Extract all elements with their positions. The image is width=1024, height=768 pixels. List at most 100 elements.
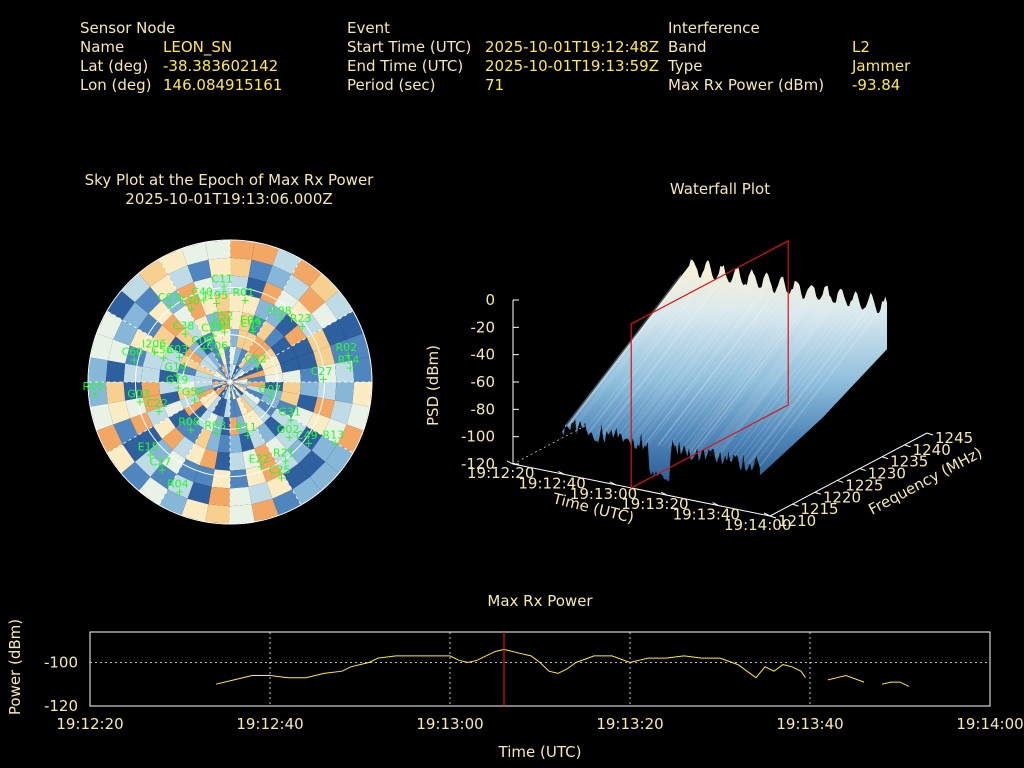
- sky-cell: [230, 416, 240, 436]
- wf-surface-streak: [621, 286, 739, 439]
- sky-cell: [183, 347, 203, 365]
- sky-sat-label: R23: [290, 312, 312, 325]
- sky-cell: [283, 274, 310, 301]
- sky-cell: [121, 461, 151, 491]
- wf-z-tick-label: -120: [461, 455, 495, 473]
- wf-surface-streak: [662, 294, 780, 447]
- sky-cell: [223, 346, 230, 365]
- event-period-label: Period (sec): [347, 76, 436, 94]
- sky-cell: [311, 435, 338, 462]
- event-end-label: End Time (UTC): [347, 57, 464, 75]
- sky-satellite: +R02: [336, 341, 358, 362]
- wf-surface-streak: [748, 311, 866, 465]
- sky-cell: [176, 372, 196, 382]
- sky-elevation-ring: [182, 334, 278, 430]
- wf-surface-streak: [639, 289, 757, 443]
- sky-satellite: +R04: [167, 477, 189, 498]
- sky-cell: [230, 434, 243, 453]
- sky-cell: [177, 363, 197, 376]
- sky-cell: [161, 289, 186, 315]
- sky-cell: [242, 448, 261, 470]
- sky-cell: [263, 363, 283, 376]
- sky-sat-label: E09: [241, 317, 262, 330]
- sky-sat-label: C09: [191, 334, 213, 347]
- sensor-lon-label: Lon (deg): [80, 76, 152, 94]
- sky-cell: [346, 403, 370, 431]
- sky-cell: [223, 382, 230, 400]
- sky-cell: [211, 469, 230, 489]
- wf-surface-streak: [742, 310, 860, 463]
- sky-cell: [272, 248, 301, 275]
- wf-time-tick-label: 19:13:00: [570, 485, 637, 503]
- sky-cell: [230, 370, 246, 382]
- sky-cell: [217, 434, 230, 453]
- sky-satellite: +C56: [151, 344, 173, 365]
- sky-cell: [218, 382, 230, 398]
- lc-x-tick-label: 19:13:20: [596, 715, 663, 733]
- sky-cell: [141, 382, 161, 398]
- sky-cell: [172, 305, 195, 328]
- wf-surface-streak: [626, 287, 744, 440]
- sky-cell: [214, 451, 230, 471]
- sky-sat-marker: +: [240, 294, 249, 307]
- wf-surface-streak: [692, 300, 810, 453]
- wf-surface-streak: [710, 304, 828, 457]
- wf-freq-tick: [837, 479, 844, 483]
- wf-z-tick-label: -60: [471, 373, 496, 391]
- sky-satellite: +E30: [179, 294, 200, 315]
- sky-cell: [167, 474, 194, 499]
- sky-cell: [248, 482, 273, 505]
- sky-cell: [90, 333, 114, 361]
- sky-cell: [292, 259, 322, 287]
- sensor-name-label: Name: [80, 38, 125, 56]
- sky-cell: [205, 504, 230, 524]
- wf-surface-streak: [645, 291, 763, 444]
- sky-cell: [248, 428, 266, 449]
- sky-cell: [217, 398, 227, 417]
- sky-sat-marker: +: [175, 485, 184, 498]
- sky-sat-marker: +: [243, 429, 252, 442]
- waterfall-epoch-marker: [630, 239, 789, 489]
- sky-cell: [292, 477, 322, 505]
- sky-cell: [284, 417, 307, 440]
- sky-sat-marker: +: [319, 373, 328, 386]
- interference-power-value: -93.84: [852, 76, 901, 94]
- sky-cell: [176, 382, 196, 392]
- sky-cell: [265, 436, 288, 459]
- sky-satellite: +R05: [82, 380, 104, 401]
- sky-cell: [270, 336, 292, 356]
- lc-x-axis-title: Time (UTC): [498, 743, 582, 761]
- sky-sat-marker: +: [209, 330, 218, 343]
- wf-surface-streak: [657, 293, 775, 446]
- lc-x-tick-label: 19:13:40: [776, 715, 843, 733]
- sky-sat-label: C07: [158, 291, 180, 304]
- wf-surface-streak: [689, 300, 807, 453]
- sky-satellite: +C40: [191, 286, 213, 307]
- wf-surface-streak: [588, 279, 706, 432]
- sky-cell: [226, 364, 230, 382]
- wf-surface-streak: [565, 274, 683, 428]
- sky-cell: [212, 375, 230, 382]
- sky-satellite: +E15: [138, 440, 159, 461]
- sky-cell: [296, 394, 318, 413]
- wf-surface-streak: [601, 282, 719, 435]
- sky-satellite: +C09: [191, 334, 213, 355]
- sky-cell: [146, 337, 169, 358]
- sky-cell: [194, 382, 213, 389]
- sky-cell: [208, 486, 230, 507]
- waterfall-axes: [506, 299, 934, 519]
- sky-cell: [205, 432, 221, 452]
- sky-cell: [203, 331, 218, 352]
- sky-sat-marker: +: [181, 327, 190, 340]
- sky-cell: [299, 382, 319, 398]
- sky-cell: [230, 382, 244, 396]
- wf-z-tick-label: -100: [461, 428, 495, 446]
- sky-cell: [245, 364, 264, 376]
- sky-sat-marker: +: [220, 325, 229, 338]
- wf-surface-streak: [608, 283, 726, 436]
- sky-cell: [230, 486, 252, 507]
- sky-cell: [254, 443, 275, 466]
- sky-cell: [141, 366, 161, 382]
- sky-cell: [236, 348, 248, 367]
